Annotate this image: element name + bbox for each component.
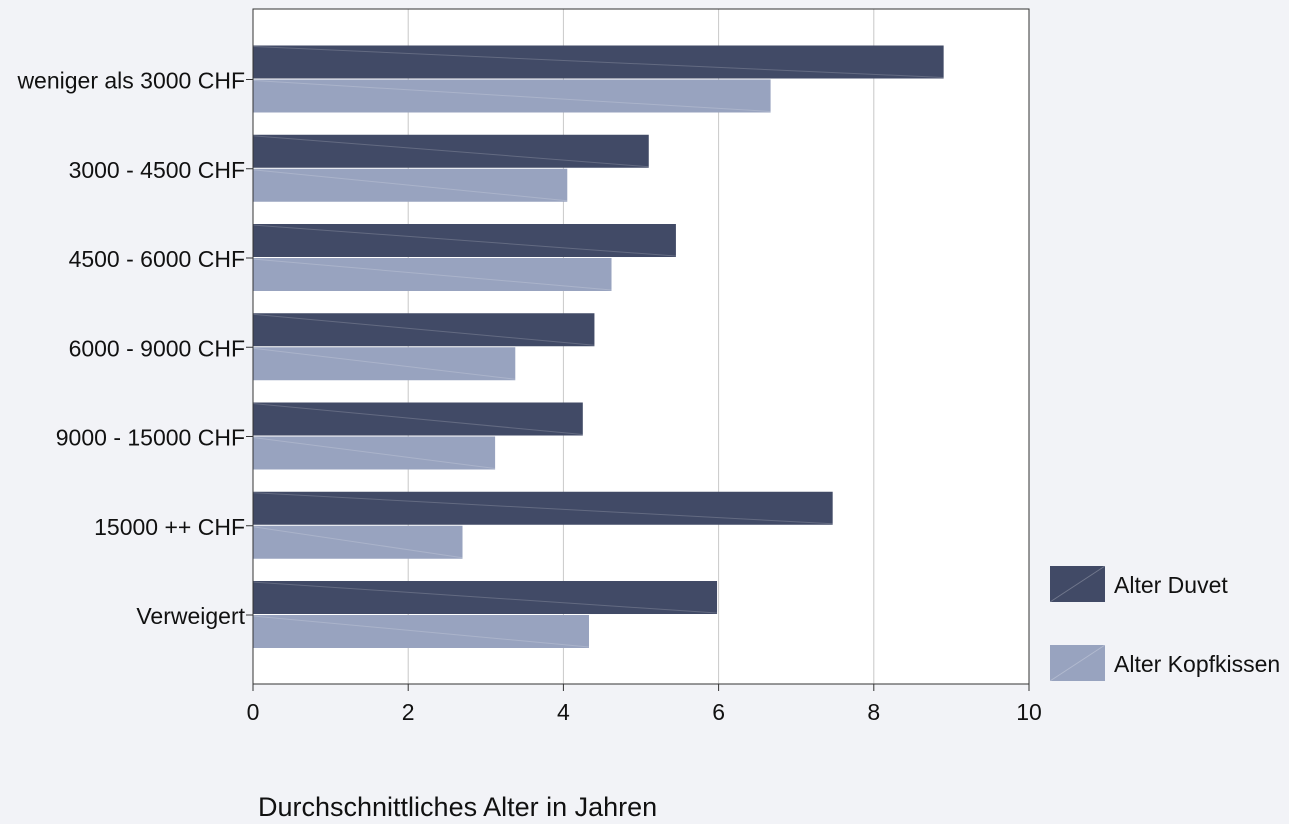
bar-kopfkissen <box>253 258 612 291</box>
x-axis-title: Durchschnittliches Alter in Jahren <box>258 792 657 819</box>
bar-sheen <box>252 526 463 559</box>
bar-kopfkissen <box>253 347 516 381</box>
category-label: 15000 ++ CHF <box>94 514 245 540</box>
category-label: 9000 - 15000 CHF <box>56 425 245 451</box>
category-label: 4500 - 6000 CHF <box>69 246 245 272</box>
bar-sheen <box>252 403 583 435</box>
bar-kopfkissen <box>253 615 590 648</box>
bar-duvet <box>253 581 718 614</box>
legend-label: Alter Kopfkissen <box>1114 651 1280 677</box>
bar-sheen <box>252 169 568 202</box>
bar-sheen <box>252 46 944 78</box>
bar-sheen <box>252 437 496 469</box>
bar-duvet <box>253 224 676 257</box>
bar-duvet <box>253 402 583 436</box>
axes: weniger als 3000 CHF 3000 - 4500 CHF 4500 … <box>16 8 1042 725</box>
bar-kopfkissen <box>253 168 568 202</box>
bar-kopfkissen <box>253 79 771 113</box>
legend-swatch-duvet <box>1050 566 1105 602</box>
plot-area <box>253 9 1029 684</box>
bar-duvet <box>253 45 944 79</box>
bars <box>252 45 944 648</box>
bar-sheen <box>252 224 676 257</box>
bar-duvet <box>253 134 649 168</box>
bar-sheen <box>252 135 649 168</box>
bar-kopfkissen <box>253 436 496 470</box>
category-label: Verweigert <box>136 603 245 629</box>
bar-duvet <box>253 491 833 525</box>
bar-sheen <box>252 581 718 614</box>
gridlines <box>253 9 1029 684</box>
bar-duvet <box>253 313 595 347</box>
bar-sheen <box>252 313 595 346</box>
legend-label: Alter Duvet <box>1114 572 1228 598</box>
bar-sheen <box>252 258 612 291</box>
bar-kopfkissen <box>253 525 463 559</box>
bar-sheen <box>252 80 771 112</box>
bar-sheen <box>252 492 833 525</box>
category-label: 3000 - 4500 CHF <box>69 157 245 183</box>
plot-frame <box>252 8 1030 685</box>
legend-swatch-kopfkissen <box>1050 645 1105 681</box>
x-tick-label: 8 <box>867 699 880 725</box>
x-tick-label: 6 <box>712 699 725 725</box>
x-tick-label: 4 <box>557 699 570 725</box>
bar-sheen <box>252 615 590 648</box>
x-tick-label: 10 <box>1016 699 1042 725</box>
x-tick-label: 0 <box>247 699 260 725</box>
category-label: 6000 - 9000 CHF <box>69 335 245 361</box>
category-label: weniger als 3000 CHF <box>16 68 245 94</box>
bar-sheen <box>252 347 516 380</box>
legend-swatch-sheen <box>1049 644 1106 682</box>
x-tick-label: 2 <box>402 699 415 725</box>
legend: Alter Duvet Alter Kopfkissen <box>1049 565 1280 682</box>
legend-swatch-sheen <box>1049 565 1106 603</box>
